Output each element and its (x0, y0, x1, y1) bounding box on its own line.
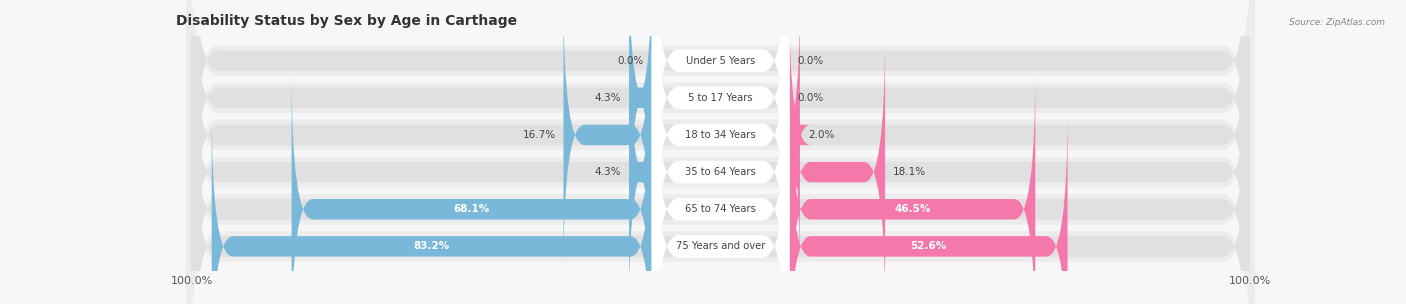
FancyBboxPatch shape (652, 72, 789, 304)
Text: 16.7%: 16.7% (523, 130, 555, 140)
FancyBboxPatch shape (789, 108, 1067, 304)
FancyBboxPatch shape (291, 71, 652, 304)
Text: 4.3%: 4.3% (595, 167, 621, 177)
FancyBboxPatch shape (628, 34, 652, 304)
Text: 46.5%: 46.5% (894, 204, 931, 214)
FancyBboxPatch shape (191, 0, 1250, 236)
Text: 35 to 64 Years: 35 to 64 Years (685, 167, 756, 177)
FancyBboxPatch shape (212, 108, 652, 304)
FancyBboxPatch shape (191, 34, 1250, 304)
FancyBboxPatch shape (652, 0, 789, 272)
FancyBboxPatch shape (652, 0, 789, 304)
FancyBboxPatch shape (789, 34, 886, 304)
FancyBboxPatch shape (564, 0, 652, 273)
Text: 83.2%: 83.2% (413, 241, 450, 251)
FancyBboxPatch shape (652, 0, 789, 235)
Text: 18 to 34 Years: 18 to 34 Years (685, 130, 756, 140)
FancyBboxPatch shape (779, 0, 810, 273)
Text: 2.0%: 2.0% (808, 130, 834, 140)
Text: 68.1%: 68.1% (454, 204, 489, 214)
Text: 5 to 17 Years: 5 to 17 Years (689, 93, 752, 103)
Text: 18.1%: 18.1% (893, 167, 927, 177)
FancyBboxPatch shape (652, 35, 789, 304)
FancyBboxPatch shape (187, 0, 1254, 304)
FancyBboxPatch shape (191, 0, 1250, 304)
FancyBboxPatch shape (187, 2, 1254, 304)
FancyBboxPatch shape (652, 0, 789, 304)
Text: Source: ZipAtlas.com: Source: ZipAtlas.com (1289, 18, 1385, 27)
FancyBboxPatch shape (187, 0, 1254, 304)
Text: 75 Years and over: 75 Years and over (676, 241, 765, 251)
FancyBboxPatch shape (187, 0, 1254, 268)
FancyBboxPatch shape (191, 71, 1250, 304)
FancyBboxPatch shape (187, 39, 1254, 304)
Text: 0.0%: 0.0% (617, 56, 644, 66)
Text: 4.3%: 4.3% (595, 93, 621, 103)
Text: Disability Status by Sex by Age in Carthage: Disability Status by Sex by Age in Carth… (176, 14, 517, 28)
FancyBboxPatch shape (628, 0, 652, 236)
FancyBboxPatch shape (789, 71, 1035, 304)
Text: Under 5 Years: Under 5 Years (686, 56, 755, 66)
Text: 65 to 74 Years: 65 to 74 Years (685, 204, 756, 214)
Text: 52.6%: 52.6% (910, 241, 946, 251)
FancyBboxPatch shape (187, 0, 1254, 304)
FancyBboxPatch shape (191, 0, 1250, 273)
Text: 0.0%: 0.0% (797, 56, 824, 66)
Text: 0.0%: 0.0% (797, 93, 824, 103)
FancyBboxPatch shape (191, 0, 1250, 304)
